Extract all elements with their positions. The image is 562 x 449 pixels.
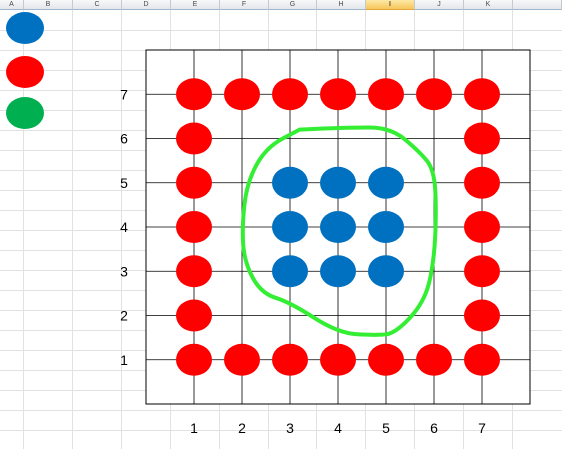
column-header-d[interactable]: D <box>122 0 171 10</box>
green-annotation-loop <box>240 125 438 337</box>
red-data-point <box>176 211 212 243</box>
column-header-i[interactable]: I <box>366 0 415 10</box>
blue-data-point <box>272 255 308 288</box>
row-gridline <box>0 410 562 411</box>
column-gridline <box>121 10 122 449</box>
red-circle-icon <box>6 56 44 88</box>
red-data-point <box>416 343 452 376</box>
red-data-point <box>464 211 500 243</box>
red-data-point <box>464 343 500 376</box>
column-gridline <box>72 10 73 449</box>
column-header-g[interactable]: G <box>269 0 317 10</box>
column-header-e[interactable]: E <box>171 0 220 10</box>
y-tick-label: 1 <box>120 352 128 368</box>
y-tick-label: 3 <box>120 263 128 279</box>
column-header-c[interactable]: C <box>73 0 122 10</box>
red-data-point <box>464 78 500 111</box>
y-tick-label: 6 <box>120 131 128 147</box>
red-data-point <box>464 166 500 199</box>
blue-data-point <box>368 166 404 199</box>
blue-data-point <box>368 255 404 288</box>
row-gridline <box>0 430 562 431</box>
blue-data-point <box>320 255 356 288</box>
red-data-point <box>176 78 212 111</box>
red-data-point <box>176 343 212 376</box>
column-gridline <box>23 10 24 449</box>
x-tick-label: 7 <box>478 420 486 436</box>
x-tick-label: 2 <box>238 420 246 436</box>
red-data-point <box>464 299 500 332</box>
red-data-point <box>320 343 356 376</box>
column-header-b[interactable]: B <box>24 0 73 10</box>
red-data-point <box>272 343 308 376</box>
column-header-f[interactable]: F <box>220 0 269 10</box>
column-header-h[interactable]: H <box>317 0 366 10</box>
red-data-point <box>224 343 260 376</box>
red-data-point <box>368 78 404 111</box>
red-data-point <box>224 78 260 111</box>
blue-data-point <box>272 166 308 199</box>
red-data-point <box>368 343 404 376</box>
column-header-a[interactable]: A <box>0 0 24 10</box>
y-axis-tick-labels: 1 2 3 4 5 6 7 <box>120 86 128 368</box>
y-tick-label: 4 <box>120 219 128 235</box>
row-gridline <box>0 30 562 31</box>
x-tick-label: 3 <box>286 420 294 436</box>
column-header-k[interactable]: K <box>464 0 513 10</box>
blue-data-point <box>320 211 356 243</box>
red-data-point <box>272 78 308 111</box>
red-data-point <box>176 122 212 155</box>
x-tick-label: 4 <box>334 420 342 436</box>
red-data-point <box>176 255 212 288</box>
red-data-point <box>176 166 212 199</box>
y-tick-label: 2 <box>120 308 128 324</box>
y-tick-label: 5 <box>120 175 128 191</box>
blue-data-point <box>272 211 308 243</box>
blue-data-point <box>368 211 404 243</box>
red-data-point <box>320 78 356 111</box>
data-points <box>176 78 500 376</box>
red-data-point <box>176 299 212 332</box>
red-data-point <box>464 122 500 155</box>
blue-data-point <box>320 166 356 199</box>
x-tick-label: 5 <box>382 420 390 436</box>
blue-circle-icon <box>6 12 44 44</box>
green-circle-icon <box>6 97 44 129</box>
x-tick-label: 1 <box>190 420 198 436</box>
red-data-point <box>464 255 500 288</box>
x-tick-label: 6 <box>430 420 438 436</box>
column-header-j[interactable]: J <box>415 0 464 10</box>
x-axis-tick-labels: 1 2 3 4 5 6 7 <box>190 420 486 436</box>
y-tick-label: 7 <box>120 86 128 102</box>
red-data-point <box>416 78 452 111</box>
